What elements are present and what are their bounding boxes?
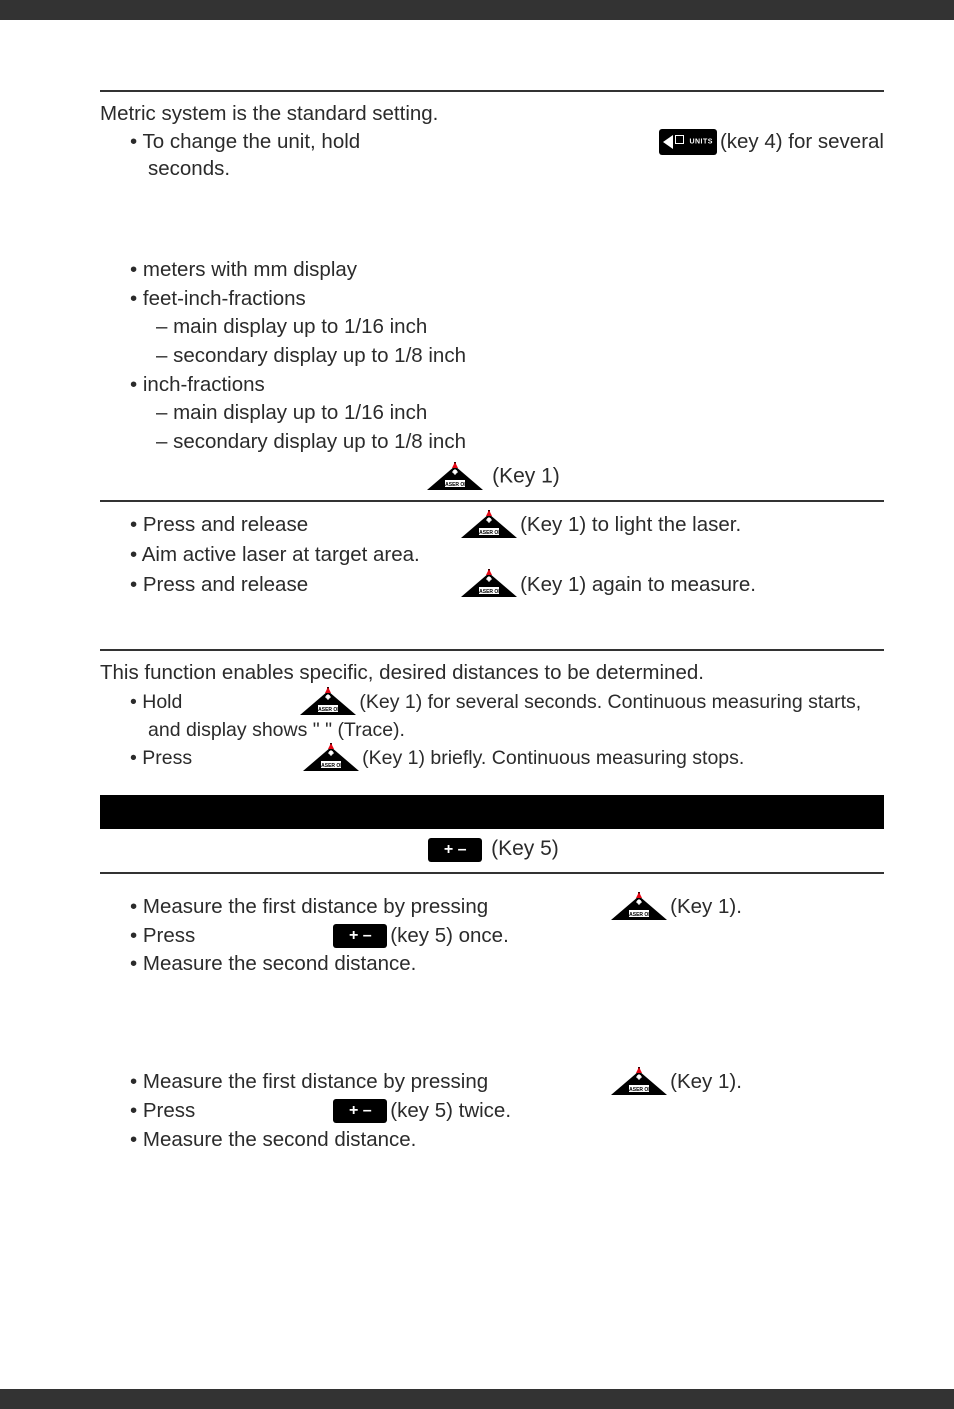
text-fragment: (key 5) once. <box>390 922 509 950</box>
text-fragment: (Key 1). <box>670 1068 742 1096</box>
add-line-2: • Press + – (key 5) once. <box>100 922 884 950</box>
list-subitem: – main display up to 1/16 inch <box>100 313 884 341</box>
laser-on-icon <box>303 743 359 773</box>
continuous-press-line: • Press (Key 1) briefly. Continuous meas… <box>100 743 884 773</box>
text-fragment: (Key 1) to light the laser. <box>520 511 741 539</box>
key1-header: (Key 1) <box>100 462 884 492</box>
document-page: Metric system is the standard setting. •… <box>0 20 954 1389</box>
change-unit-line-2: seconds. <box>100 155 884 183</box>
text-fragment: • Measure the first distance by pressing <box>130 893 488 921</box>
plus-minus-icon: + – <box>333 1099 387 1123</box>
text-fragment: • Press <box>130 922 195 950</box>
text-fragment: • Hold <box>130 689 182 715</box>
press-release-line-2: • Press and release (Key 1) again to mea… <box>100 569 884 599</box>
divider <box>100 649 884 651</box>
aim-line: • Aim active laser at target area. <box>100 541 884 569</box>
key1-label: (Key 1) <box>492 464 560 487</box>
laser-on-icon <box>300 687 356 717</box>
list-item: • meters with mm display <box>100 256 884 284</box>
divider <box>100 500 884 502</box>
list-item: • inch-fractions <box>100 371 884 399</box>
text-fragment: (Key 1). <box>670 893 742 921</box>
add-line-3: • Measure the second distance. <box>100 950 884 978</box>
laser-on-icon <box>461 569 517 599</box>
text-fragment: • Press <box>130 1097 195 1125</box>
continuous-hold-line: • Hold (Key 1) for several seconds. Cont… <box>100 687 884 717</box>
continuous-hold-line-2: and display shows " " (Trace). <box>100 717 884 743</box>
press-release-line: • Press and release (Key 1) to light the… <box>100 510 884 540</box>
text-fragment: • Press <box>130 745 192 771</box>
list-subitem: – secondary display up to 1/8 inch <box>100 428 884 456</box>
text-fragment: (key 4) for several <box>720 128 884 156</box>
text-fragment: (Key 1) briefly. Continuous measuring st… <box>362 745 744 771</box>
list-item: • feet-inch-fractions <box>100 285 884 313</box>
text-fragment: • Press and release <box>130 511 308 539</box>
list-subitem: – secondary display up to 1/8 inch <box>100 342 884 370</box>
add-line-1: • Measure the first distance by pressing… <box>100 892 884 922</box>
laser-on-icon <box>427 462 483 492</box>
text-fragment: • To change the unit, hold <box>130 128 360 156</box>
sub-line-3: • Measure the second distance. <box>100 1126 884 1154</box>
key5-header: + – (Key 5) <box>100 835 884 863</box>
change-unit-line: • To change the unit, hold UNITS (key 4)… <box>100 128 884 156</box>
divider <box>100 90 884 92</box>
text-fragment: (Key 1) for several seconds. Continuous … <box>359 689 861 715</box>
plus-minus-icon: + – <box>428 838 482 862</box>
sub-line-1: • Measure the first distance by pressing… <box>100 1067 884 1097</box>
laser-on-icon <box>461 510 517 540</box>
units-icon: UNITS <box>659 129 717 155</box>
divider <box>100 872 884 874</box>
key5-label: (Key 5) <box>491 837 559 860</box>
sub-line-2: • Press + – (key 5) twice. <box>100 1097 884 1125</box>
continuous-desc: This function enables specific, desired … <box>100 659 884 687</box>
plus-minus-icon: + – <box>333 924 387 948</box>
laser-on-icon <box>611 1067 667 1097</box>
laser-on-icon <box>611 892 667 922</box>
section-blackbar <box>100 795 884 829</box>
metric-intro: Metric system is the standard setting. <box>100 100 884 128</box>
text-fragment: (Key 1) again to measure. <box>520 571 756 599</box>
text-fragment: • Press and release <box>130 571 308 599</box>
list-subitem: – main display up to 1/16 inch <box>100 399 884 427</box>
text-fragment: (key 5) twice. <box>390 1097 511 1125</box>
text-fragment: • Measure the first distance by pressing <box>130 1068 488 1096</box>
